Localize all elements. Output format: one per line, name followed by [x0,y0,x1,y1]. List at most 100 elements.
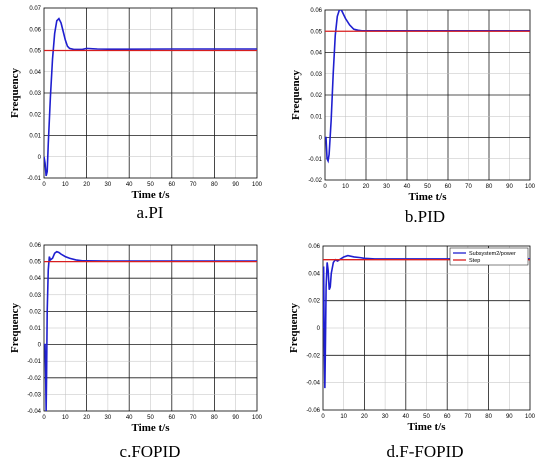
x-tick-label: 20 [361,414,368,420]
axes-frame [43,244,258,412]
response-series-line [44,17,257,177]
x-tick-label: 70 [190,182,197,188]
x-tick-label: 50 [424,184,431,190]
y-tick-label: 0 [319,136,323,142]
x-tick-label: 10 [62,182,69,188]
x-tick-label: 80 [211,182,218,188]
x-tick-label: 100 [252,415,263,421]
x-tick-label: 20 [83,182,90,188]
chart-panel-d: 0 10 20 30 40 50 60 70 80 90 100 -0.06 -0.04 -0.02 0 0.… [275,234,550,469]
x-tick-label: 30 [383,184,390,190]
y-tick-label: 0.04 [308,271,320,277]
y-tick-label: 0.04 [29,70,41,76]
response-series-line [323,254,530,389]
x-tick-label: 100 [525,184,536,190]
y-tick-label: 0.01 [310,114,322,120]
y-tick-label: -0.01 [27,176,41,182]
x-axis-label: Time t/s [409,191,448,203]
y-tick-label: 0.02 [29,112,41,118]
y-tick-label: 0.03 [310,72,322,78]
x-tick-label: 0 [42,415,46,421]
y-tick-label: 0.04 [29,276,41,282]
y-tick-label: 0.02 [310,93,322,99]
x-tick-label: 20 [83,415,90,421]
y-tick-label: 0.03 [29,293,41,299]
y-tick-label: 0 [38,155,42,161]
x-tick-label: 10 [62,415,69,421]
x-tick-label: 70 [465,414,472,420]
legend-entry: Step [469,258,480,264]
y-tick-label: -0.01 [27,359,41,365]
x-tick-label: 70 [190,415,197,421]
x-tick-label: 60 [445,184,452,190]
x-tick-label: 20 [363,184,370,190]
chart-c: 0 10 20 30 40 50 60 70 80 90 100 -0.04 -0.03 -0.02 -0.… [9,243,263,434]
x-tick-label: 40 [404,184,411,190]
x-tick-label: 80 [486,184,493,190]
x-tick-label: 30 [382,414,389,420]
chart-a: 0 10 20 30 40 50 60 70 80 90 100-0.0100.010.020.03… [9,6,263,201]
caption-b: b.PID [404,207,446,226]
x-tick-label: 60 [444,414,451,420]
x-tick-label: 0 [42,182,46,188]
x-tick-label: 10 [340,414,347,420]
x-tick-label: 90 [232,182,239,188]
chart-b: 0 10 20 30 40 50 60 70 80 90 100 -0.02 -0.01 0 0.01 0.0… [290,8,536,203]
x-tick-label: 50 [423,414,430,420]
y-axis-label: Frequency [290,70,302,120]
y-tick-label: 0.05 [29,260,41,266]
y-tick-label: 0 [38,343,42,349]
x-tick-label: 0 [323,184,327,190]
y-tick-label: -0.04 [27,409,41,415]
x-axis-label: Time t/s [132,189,171,201]
x-tick-label: 0 [321,414,325,420]
y-tick-label: -0.04 [306,381,320,387]
y-tick-label: -0.02 [308,178,322,184]
legend-box [449,247,529,266]
y-tick-label: -0.06 [306,408,320,414]
y-tick-label: 0.06 [310,8,322,14]
x-tick-label: 10 [342,184,349,190]
x-tick-label: 70 [465,184,472,190]
y-tick-label: -0.02 [27,376,41,382]
x-axis-label: Time t/s [408,421,447,433]
y-axis-label: Frequency [9,303,21,353]
y-tick-label: 0.05 [310,29,322,35]
axes-frame [43,7,258,179]
x-tick-label: 80 [485,414,492,420]
x-tick-label: 60 [168,182,175,188]
axes-frame [324,9,531,181]
y-axis-label: Frequency [9,68,21,118]
x-axis-label: Time t/s [132,422,171,434]
response-series-line [44,250,257,411]
y-tick-label: 0.03 [29,91,41,97]
y-tick-label: 0.02 [308,299,320,305]
x-tick-label: 60 [168,415,175,421]
chart-panel-a: 0 10 20 30 40 50 60 70 80 90 100 -0.01 0 0.01 0.02 0.03… [0,0,275,234]
x-tick-label: 100 [525,414,536,420]
y-tick-label: -0.01 [308,157,322,163]
chart-panel-b: 0 10 20 30 40 50 60 70 80 90 100 -0.02 -0.01 0 0.01 0.0… [275,0,550,234]
y-tick-label: -0.03 [27,392,41,398]
y-tick-label: 0.06 [29,243,41,249]
y-tick-label: 0.06 [29,27,41,33]
y-tick-label: 0.01 [29,326,41,332]
chart-d: 0 10 20 30 40 50 60 70 80 90 100 -0.06 -0.04 -0.02 0 0.… [288,244,536,433]
y-tick-label: 0.06 [308,244,320,250]
x-tick-label: 90 [232,415,239,421]
x-tick-label: 40 [126,415,133,421]
x-tick-label: 40 [126,182,133,188]
x-tick-label: 30 [105,182,112,188]
legend-entry: Subsystem2/power [469,251,516,257]
y-axis-label: Frequency [288,303,300,353]
x-tick-label: 100 [252,182,263,188]
y-tick-label: 0 [317,326,321,332]
caption-a: a.PI [136,203,164,222]
x-tick-label: 40 [402,414,409,420]
x-tick-label: 50 [147,182,154,188]
y-tick-label: 0.07 [29,6,41,12]
y-tick-label: 0.01 [29,134,41,140]
x-tick-label: 90 [506,414,513,420]
x-tick-label: 30 [105,415,112,421]
